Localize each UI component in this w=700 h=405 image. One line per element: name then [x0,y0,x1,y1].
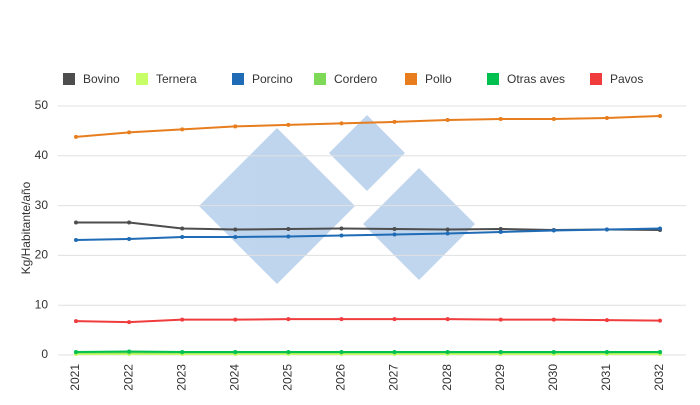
data-point [605,350,609,354]
data-point [127,320,131,324]
data-point [74,221,78,225]
x-tick-label: 2030 [546,364,560,391]
legend-swatch [487,73,499,85]
data-point [127,221,131,225]
x-tick-label: 2031 [599,364,613,391]
y-tick-label: 20 [35,248,49,262]
x-tick-label: 2029 [493,364,507,391]
data-point [605,228,609,232]
legend-label: Cordero [334,72,378,86]
legend-label: Pavos [610,72,643,86]
data-point [286,350,290,354]
data-point [499,230,503,234]
data-point [446,231,450,235]
data-point [393,317,397,321]
x-tick-label: 2025 [281,364,295,391]
data-point [74,238,78,242]
data-point [233,350,237,354]
series-line [76,319,660,322]
data-point [658,350,662,354]
y-tick-label: 10 [35,297,49,311]
data-point [233,228,237,232]
data-point [499,318,503,322]
data-point [286,123,290,127]
data-point [552,318,556,322]
data-point [552,229,556,233]
data-point [127,130,131,134]
x-tick-label: 2026 [334,364,348,391]
data-point [127,350,131,354]
data-point [393,227,397,231]
data-point [74,135,78,139]
data-point [74,350,78,354]
legend-swatch [314,73,326,85]
data-point [658,319,662,323]
data-point [552,117,556,121]
data-point [286,317,290,321]
legend-swatch [232,73,244,85]
legend-swatch [136,73,148,85]
y-axis-label: Kg/Habitante/año [19,181,33,274]
data-point [180,127,184,131]
data-point [393,350,397,354]
data-point [446,228,450,232]
data-point [499,117,503,121]
x-tick-label: 2023 [174,364,188,391]
y-tick-label: 0 [41,347,48,361]
data-point [446,118,450,122]
x-tick-label: 2024 [227,364,241,391]
data-point [339,233,343,237]
data-point [74,319,78,323]
data-point [446,317,450,321]
data-point [658,227,662,231]
data-point [180,227,184,231]
legend-label: Pollo [425,72,452,86]
data-point [658,114,662,118]
data-point [499,350,503,354]
y-tick-label: 40 [35,148,49,162]
legend-swatch [63,73,75,85]
y-tick-label: 30 [35,198,49,212]
data-point [393,120,397,124]
x-tick-label: 2027 [387,364,401,391]
data-point [180,318,184,322]
data-point [180,350,184,354]
legend-label: Bovino [83,72,120,86]
legend-label: Ternera [156,72,197,86]
data-point [446,350,450,354]
data-point [339,121,343,125]
y-tick-label: 50 [35,98,49,112]
data-point [233,318,237,322]
data-point [233,124,237,128]
x-tick-label: 2021 [68,364,82,391]
data-point [339,227,343,231]
x-tick-label: 2022 [121,364,135,391]
data-point [127,237,131,241]
data-point [393,232,397,236]
legend-label: Porcino [252,72,293,86]
data-point [605,318,609,322]
data-point [286,234,290,238]
data-point [552,350,556,354]
legend-swatch [590,73,602,85]
data-point [233,235,237,239]
legend-swatch [405,73,417,85]
x-tick-label: 2028 [440,364,454,391]
watermark [199,115,475,284]
data-point [180,235,184,239]
legend-label: Otras aves [507,72,565,86]
series-line [76,229,660,240]
data-point [605,116,609,120]
data-point [286,227,290,231]
data-point [339,317,343,321]
x-tick-label: 2032 [652,364,666,391]
data-point [339,350,343,354]
